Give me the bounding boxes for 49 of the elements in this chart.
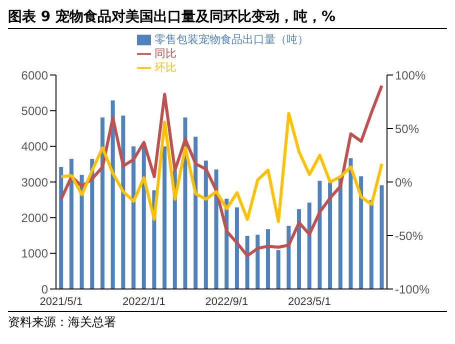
bar bbox=[297, 209, 302, 289]
line-series bbox=[60, 112, 384, 224]
y-tick-label: 6000 bbox=[21, 68, 48, 82]
legend-label: 环比 bbox=[154, 62, 176, 74]
chart-title: 图表 9 宠物食品对美国出口量及同环比变动，吨，% bbox=[8, 8, 447, 29]
y-tick-label: 1000 bbox=[21, 246, 48, 261]
bar bbox=[380, 185, 384, 289]
x-tick-label: 2022/1/1 bbox=[122, 296, 166, 308]
legend-label: 零售包装宠物食品出口量（吨） bbox=[154, 34, 308, 46]
bar bbox=[276, 250, 280, 289]
bar bbox=[80, 174, 84, 289]
y2-tick-label: 100% bbox=[395, 68, 426, 82]
line-series bbox=[60, 84, 384, 258]
bar bbox=[369, 200, 374, 289]
bar bbox=[194, 136, 198, 289]
y-tick-label: 5000 bbox=[21, 104, 48, 118]
bar bbox=[121, 116, 126, 289]
bar bbox=[256, 234, 260, 289]
bar bbox=[328, 182, 332, 289]
bar bbox=[359, 176, 364, 289]
x-tick-label: 2022/9/1 bbox=[205, 296, 248, 308]
y2-tick-label: -100% bbox=[395, 282, 430, 296]
x-tick-label: 2023/5/1 bbox=[288, 296, 331, 308]
y-tick-label: 4000 bbox=[21, 140, 48, 154]
bar bbox=[214, 170, 218, 289]
bar bbox=[318, 180, 322, 289]
x-tick-label: 2021/5/1 bbox=[40, 296, 83, 308]
bar bbox=[338, 178, 342, 289]
y-tick-label: 3000 bbox=[21, 175, 48, 190]
bar bbox=[286, 226, 291, 289]
bar bbox=[100, 117, 104, 289]
y2-tick-label: 50% bbox=[395, 122, 420, 136]
y-tick-label: 0 bbox=[41, 282, 48, 296]
bar bbox=[245, 236, 250, 289]
y-tick-label: 2000 bbox=[21, 210, 48, 225]
bar bbox=[162, 146, 167, 289]
bar bbox=[234, 207, 239, 289]
y2-tick-label: -50% bbox=[395, 228, 424, 243]
bar bbox=[90, 158, 94, 289]
text: 资料来源：海关总署 bbox=[8, 311, 447, 331]
bar bbox=[307, 202, 312, 289]
y2-tick-label: 0% bbox=[395, 175, 413, 190]
bar bbox=[204, 160, 208, 289]
bar bbox=[132, 146, 136, 289]
bar bbox=[69, 158, 74, 289]
bar bbox=[348, 158, 353, 289]
legend-label: 同比 bbox=[154, 48, 176, 60]
bar bbox=[59, 167, 64, 289]
bar bbox=[266, 229, 270, 289]
